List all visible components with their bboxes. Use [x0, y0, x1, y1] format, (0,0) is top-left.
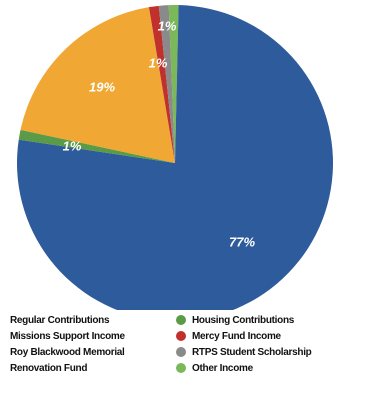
legend-swatch	[176, 347, 186, 357]
legend-swatch	[176, 363, 186, 373]
legend-item-regular-contributions: Regular Contributions	[0, 312, 164, 328]
pie-slice-other-income	[168, 4, 179, 163]
data-label-regular-contributions: 77%	[229, 234, 255, 249]
data-label-housing-contributions: 1%	[63, 138, 82, 153]
legend-label: Housing Contributions	[192, 314, 295, 326]
pie-slice-housing-contributions	[18, 129, 175, 163]
pie-chart: 1% 77% 1% 19% 1%	[17, 4, 333, 310]
legend-label: Other Income	[192, 362, 253, 374]
legend-swatch	[176, 315, 186, 325]
data-label-mercy-fund-income: 1%	[149, 55, 168, 70]
legend-column-right: Housing Contributions Mercy Fund Income …	[176, 312, 366, 376]
legend-label: Roy Blackwood Memorial	[10, 346, 125, 358]
legend-item-missions-support-income: Missions Support Income	[0, 328, 164, 344]
legend-label: Renovation Fund	[10, 362, 88, 374]
data-label-missions-support-income: 19%	[89, 79, 115, 94]
legend-item-mercy-fund-income: Mercy Fund Income	[176, 328, 366, 344]
legend: Regular Contributions Missions Support I…	[0, 312, 369, 404]
legend-label: RTPS Student Scholarship	[192, 346, 312, 358]
legend-item-other-income: Other Income	[176, 360, 366, 376]
legend-item-rtps-student-scholarship: RTPS Student Scholarship	[176, 344, 366, 360]
legend-label: Regular Contributions	[10, 314, 110, 326]
pie-slice-missions-support-income	[20, 7, 176, 163]
pie-slice-rtps-student-scholarship	[158, 5, 175, 163]
pie-slice-regular-contributions	[17, 5, 333, 310]
pie-slice-mercy-fund-income	[148, 5, 175, 164]
data-label-other-income: 1%	[158, 18, 177, 33]
legend-swatch	[176, 331, 186, 341]
legend-item-renovation-fund: Renovation Fund	[0, 360, 164, 376]
legend-column-left: Regular Contributions Missions Support I…	[0, 312, 164, 376]
legend-label: Missions Support Income	[10, 330, 125, 342]
legend-label: Mercy Fund Income	[192, 330, 281, 342]
legend-item-housing-contributions: Housing Contributions	[176, 312, 366, 328]
legend-item-roy-blackwood-memorial: Roy Blackwood Memorial	[0, 344, 164, 360]
